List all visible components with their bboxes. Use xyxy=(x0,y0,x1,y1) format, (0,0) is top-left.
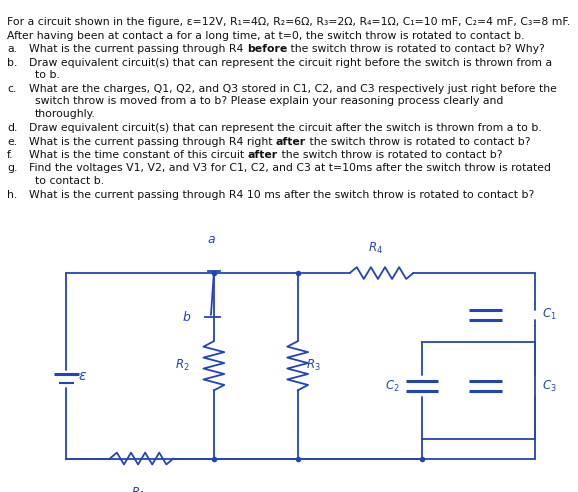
Text: Find the voltages V1, V2, and V3 for C1, C2, and C3 at t=10ms after the switch t: Find the voltages V1, V2, and V3 for C1,… xyxy=(29,163,551,173)
Text: b.: b. xyxy=(7,58,17,68)
Text: $\varepsilon$: $\varepsilon$ xyxy=(78,369,87,383)
Text: a.: a. xyxy=(7,44,17,54)
Text: Draw equivalent circuit(s) that can represent the circuit right before the switc: Draw equivalent circuit(s) that can repr… xyxy=(29,58,552,68)
Text: Draw equivalent circuit(s) that can represent the circuit after the switch is th: Draw equivalent circuit(s) that can repr… xyxy=(29,123,542,133)
Text: $C_2$: $C_2$ xyxy=(386,379,400,394)
Text: f.: f. xyxy=(7,150,13,159)
Text: h.: h. xyxy=(7,190,17,200)
Text: e.: e. xyxy=(7,137,17,147)
Text: $R_4$: $R_4$ xyxy=(368,241,383,256)
Text: to contact b.: to contact b. xyxy=(35,176,104,186)
Text: What is the time constant of this circuit: What is the time constant of this circui… xyxy=(29,150,247,159)
Text: What are the charges, Q1, Q2, and Q3 stored in C1, C2, and C3 respectively just : What are the charges, Q1, Q2, and Q3 sto… xyxy=(29,84,557,93)
Text: before: before xyxy=(247,44,287,54)
Text: c.: c. xyxy=(7,84,16,93)
Text: What is the current passing through R4 10 ms after the switch throw is rotated t: What is the current passing through R4 1… xyxy=(29,190,534,200)
Text: after: after xyxy=(276,137,306,147)
Text: thoroughly.: thoroughly. xyxy=(35,109,95,119)
Text: to b.: to b. xyxy=(35,70,60,80)
Text: $R_3$: $R_3$ xyxy=(306,358,321,373)
Text: d.: d. xyxy=(7,123,17,133)
Text: $R_2$: $R_2$ xyxy=(175,358,190,373)
Text: the switch throw is rotated to contact b?: the switch throw is rotated to contact b… xyxy=(306,137,531,147)
Text: switch throw is moved from a to b? Please explain your reasoning process clearly: switch throw is moved from a to b? Pleas… xyxy=(35,96,503,106)
Text: $C_1$: $C_1$ xyxy=(542,308,557,322)
Text: For a circuit shown in the figure, ε=12V, R₁=4Ω, R₂=6Ω, R₃=2Ω, R₄=1Ω, C₁=10 mF, : For a circuit shown in the figure, ε=12V… xyxy=(7,17,570,27)
Text: What is the current passing through R4: What is the current passing through R4 xyxy=(29,44,247,54)
Text: after: after xyxy=(247,150,277,159)
Text: What is the current passing through R4 right: What is the current passing through R4 r… xyxy=(29,137,276,147)
Text: b: b xyxy=(183,311,191,324)
Text: $C_3$: $C_3$ xyxy=(542,379,557,394)
Text: $R_1$: $R_1$ xyxy=(131,486,146,492)
Text: a: a xyxy=(207,233,215,246)
Text: the switch throw is rotated to contact b?: the switch throw is rotated to contact b… xyxy=(277,150,502,159)
Text: After having been at contact a for a long time, at t=0, the switch throw is rota: After having been at contact a for a lon… xyxy=(7,31,524,40)
Text: the switch throw is rotated to contact b? Why?: the switch throw is rotated to contact b… xyxy=(287,44,545,54)
Text: g.: g. xyxy=(7,163,17,173)
